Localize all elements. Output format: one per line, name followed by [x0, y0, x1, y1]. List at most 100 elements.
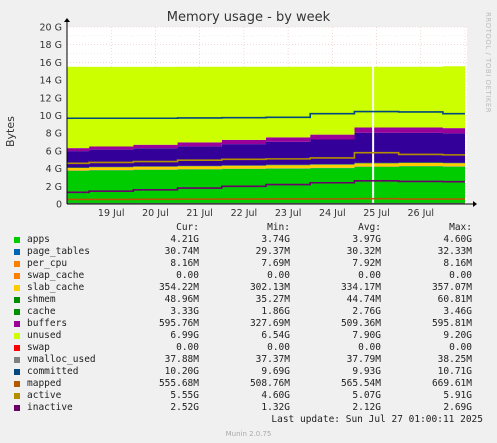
legend-min: 0.00 — [267, 270, 290, 281]
legend-header-row: Cur: Min: Avg: Max: — [0, 222, 497, 234]
legend-name: slab_cache — [27, 282, 85, 293]
legend-row-buffers: buffers 595.76M 327.69M 509.36M 595.81M — [0, 318, 497, 330]
munin-version: Munin 2.0.75 — [225, 430, 272, 438]
legend-swatch — [14, 261, 20, 267]
rrdtool-watermark: RRDTOOL / TOBI OETIKER — [484, 12, 492, 114]
legend-avg: 509.36M — [340, 318, 381, 329]
legend-min: 0.00 — [267, 342, 290, 353]
legend-name: inactive — [27, 402, 73, 413]
legend-max: 669.61M — [431, 378, 472, 389]
legend-max: 4.60G — [443, 234, 472, 245]
legend-row-slab_cache: slab_cache 354.22M 302.13M 334.17M 357.07M — [0, 282, 497, 294]
x-tick-labels: 19 Jul 20 Jul 21 Jul 22 Jul 23 Jul 24 Jul 25 J… — [98, 208, 434, 219]
legend-avg: 7.92M — [352, 258, 381, 269]
legend-cur: 10.20G — [164, 366, 199, 377]
legend-avg: 2.12G — [352, 402, 381, 413]
legend-swatch — [14, 345, 20, 351]
legend-cur: 0.00 — [176, 342, 199, 353]
legend-cur: 354.22M — [158, 282, 199, 293]
legend-header-min: Min: — [267, 222, 290, 233]
legend-name: cache — [27, 306, 56, 317]
legend-name: committed — [27, 366, 79, 377]
legend-max: 9.20G — [443, 330, 472, 341]
legend-max: 357.07M — [431, 282, 472, 293]
x-tick-label: 25 Jul — [363, 208, 390, 219]
area-cache — [67, 132, 465, 168]
legend-swatch — [14, 357, 20, 363]
x-tick-label: 24 Jul — [319, 208, 346, 219]
legend-cur: 30.74M — [164, 246, 199, 257]
legend-name: swap — [27, 342, 50, 353]
legend-swatch — [14, 297, 20, 303]
legend-cur: 6.99G — [170, 330, 199, 341]
line-inactive — [67, 180, 465, 194]
legend-min: 7.69M — [261, 258, 290, 269]
legend-name: swap_cache — [27, 270, 85, 281]
legend-avg: 44.74M — [346, 294, 381, 305]
legend-avg: 565.54M — [340, 378, 381, 389]
legend-min: 29.37M — [255, 246, 290, 257]
legend-max: 38.25M — [437, 354, 472, 365]
legend-avg: 0.00 — [358, 342, 381, 353]
legend-swatch — [14, 309, 20, 315]
legend-avg: 9.93G — [352, 366, 381, 377]
legend-min: 508.76M — [249, 378, 290, 389]
legend-cur: 555.68M — [158, 378, 199, 389]
legend-swatch — [14, 285, 20, 291]
legend-cur: 5.55G — [170, 390, 199, 401]
legend-row-committed: committed 10.20G 9.69G 9.93G 10.71G — [0, 366, 497, 378]
legend-name: per_cpu — [27, 258, 68, 269]
y-axis-label: Bytes — [4, 116, 18, 147]
legend-name: buffers — [27, 318, 68, 329]
legend-min: 6.54G — [261, 330, 290, 341]
legend-row-cache: cache 3.33G 1.86G 2.76G 3.46G — [0, 306, 497, 318]
legend-cur: 48.96M — [164, 294, 199, 305]
legend-row-per_cpu: per_cpu 8.16M 7.69M 7.92M 8.16M — [0, 258, 497, 270]
x-tick-label: 22 Jul — [231, 208, 258, 219]
legend-cur: 8.16M — [170, 258, 199, 269]
last-update: Last update: Sun Jul 27 01:00:11 2025 — [271, 414, 483, 425]
legend-header-avg: Avg: — [358, 222, 381, 233]
line-active — [67, 151, 465, 165]
legend-max: 3.46G — [443, 306, 472, 317]
legend-min: 35.27M — [255, 294, 290, 305]
axes — [64, 18, 477, 207]
legend-cur: 4.21G — [170, 234, 199, 245]
legend-avg: 7.90G — [352, 330, 381, 341]
x-axis-arrow — [473, 201, 477, 207]
legend-min: 37.37M — [255, 354, 290, 365]
legend-max: 0.00 — [449, 342, 472, 353]
legend-max: 0.00 — [449, 270, 472, 281]
legend-name: unused — [27, 330, 62, 341]
legend-max: 5.91G — [443, 390, 472, 401]
legend-avg: 3.97G — [352, 234, 381, 245]
legend-avg: 30.32M — [346, 246, 381, 257]
y-axis-arrow — [64, 18, 70, 22]
x-tick-label: 19 Jul — [98, 208, 125, 219]
legend-row-vmalloc_used: vmalloc_used 37.88M 37.37M 37.79M 38.25M — [0, 354, 497, 366]
y-tick-label: 8 G — [46, 129, 62, 140]
legend-cur: 3.33G — [170, 306, 199, 317]
legend-min: 3.74G — [261, 234, 290, 245]
legend-row-inactive: inactive 2.52G 1.32G 2.12G 2.69G — [0, 402, 497, 414]
y-tick-label: 2 G — [46, 182, 62, 193]
y-tick-label: 10 G — [40, 111, 62, 122]
line-mapped — [67, 197, 465, 201]
area-slab_cache — [67, 162, 465, 171]
y-tick-label: 14 G — [40, 76, 62, 87]
legend-name: mapped — [27, 378, 62, 389]
legend-header-cur: Cur: — [176, 222, 199, 233]
legend-min: 1.86G — [261, 306, 290, 317]
y-tick-label: 12 G — [40, 93, 62, 104]
legend-swatch — [14, 321, 20, 327]
legend-max: 2.69G — [443, 402, 472, 413]
legend-max: 60.81M — [437, 294, 472, 305]
legend-swatch — [14, 273, 20, 279]
legend-min: 302.13M — [249, 282, 290, 293]
legend-cur: 37.88M — [164, 354, 199, 365]
legend-row-page_tables: page_tables 30.74M 29.37M 30.32M 32.33M — [0, 246, 497, 258]
legend-avg: 2.76G — [352, 306, 381, 317]
legend-row-swap_cache: swap_cache 0.00 0.00 0.00 0.00 — [0, 270, 497, 282]
legend-swatch — [14, 249, 20, 255]
legend-max: 10.71G — [437, 366, 472, 377]
